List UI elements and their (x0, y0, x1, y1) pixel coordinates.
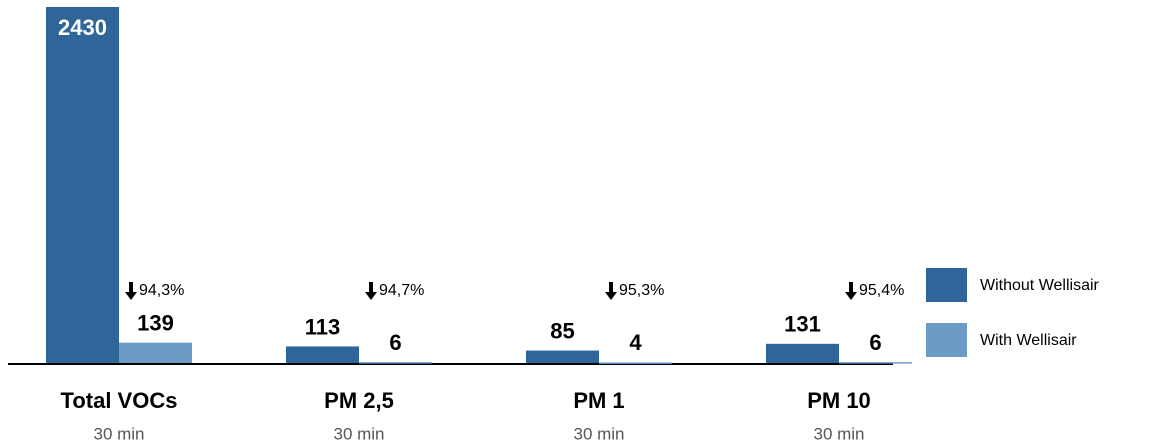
category-sublabel: 30 min (93, 424, 144, 443)
annotation: 95,3% (619, 282, 664, 299)
category-label: PM 2,5 (324, 388, 394, 413)
annotation: 95,4% (859, 282, 904, 299)
bar (359, 362, 432, 364)
bar (839, 362, 912, 364)
category-sublabel: 30 min (573, 424, 624, 443)
value-label: 139 (137, 310, 174, 335)
legend-swatch (926, 268, 967, 302)
value-label: 113 (305, 314, 341, 339)
down-arrow-icon (365, 282, 377, 300)
category-label: PM 1 (573, 388, 624, 413)
bar (119, 342, 192, 363)
value-label: 85 (550, 318, 574, 343)
legend-label: Without Wellisair (980, 277, 1100, 294)
bar (599, 362, 672, 364)
legend-swatch (926, 323, 967, 357)
category-sublabel: 30 min (813, 424, 864, 443)
bar (526, 350, 599, 363)
down-arrow-icon (845, 282, 857, 300)
annotation: 94,7% (379, 282, 424, 299)
down-arrow-icon (605, 282, 617, 300)
value-label: 131 (784, 312, 821, 337)
value-label: 6 (389, 330, 401, 355)
bar (766, 343, 839, 363)
value-label: 6 (869, 330, 881, 355)
legend-label: With Wellisair (980, 332, 1077, 349)
bar (46, 7, 119, 363)
bar (286, 346, 359, 363)
category-label: PM 10 (807, 388, 871, 413)
value-label: 4 (629, 330, 642, 355)
down-arrow-icon (125, 282, 137, 300)
annotation: 94,3% (139, 282, 184, 299)
category-sublabel: 30 min (333, 424, 384, 443)
category-label: Total VOCs (61, 388, 178, 413)
value-label: 2430 (58, 15, 107, 40)
